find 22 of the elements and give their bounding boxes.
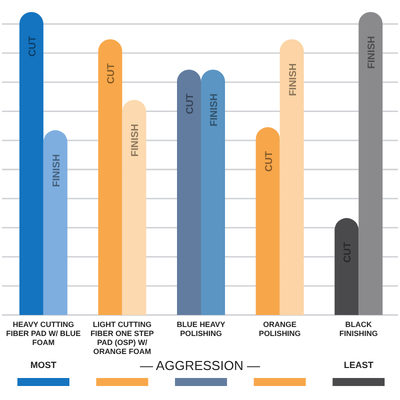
- bar: [43, 130, 68, 315]
- text: — AGGRESSION —: [140, 358, 260, 373]
- bar: [122, 100, 146, 315]
- text: FINISH: [288, 63, 299, 96]
- bar: [334, 218, 359, 315]
- bar: [358, 12, 383, 315]
- series-label: FINISH: [130, 124, 142, 157]
- bar: [98, 39, 122, 315]
- text: CUT: [106, 63, 118, 84]
- text: FINISH: [51, 154, 62, 187]
- text: FINISH: [209, 94, 220, 126]
- text: LEAST: [344, 360, 374, 370]
- bar: [19, 12, 44, 315]
- series-label: CUT: [27, 36, 38, 57]
- text: CUT: [264, 151, 275, 172]
- text: CUT: [185, 94, 196, 114]
- bar: [280, 39, 304, 315]
- bar: [177, 70, 201, 315]
- text: FINISH: [366, 36, 378, 69]
- text: MOST: [30, 360, 57, 370]
- bar: [256, 127, 280, 315]
- bar: [201, 70, 225, 315]
